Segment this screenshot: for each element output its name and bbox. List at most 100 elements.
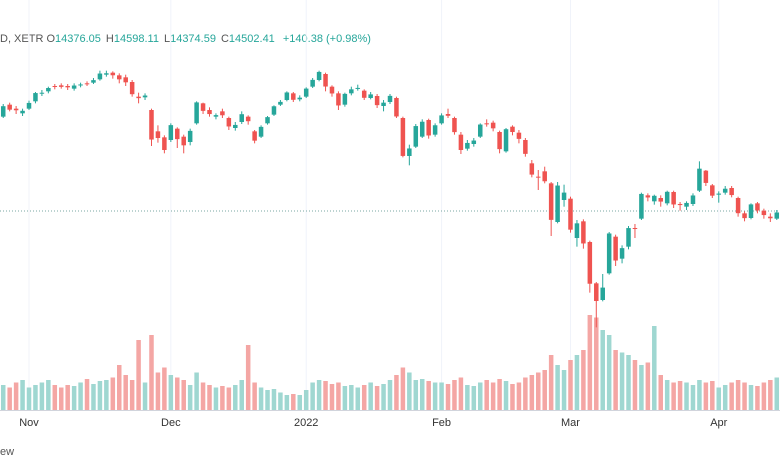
volume-bar (252, 382, 257, 410)
candle-body (46, 88, 51, 92)
candle-body (155, 131, 161, 138)
candle-body (310, 79, 315, 87)
candle-body (619, 248, 625, 259)
volume-bar (104, 380, 109, 410)
volume-bar (484, 380, 489, 410)
candle-body (91, 80, 96, 83)
volume-bar (97, 381, 103, 410)
candle-body (329, 86, 335, 94)
volume-bar (626, 355, 631, 410)
candle-body (123, 77, 128, 83)
volume-bar (374, 386, 380, 410)
candle-body (722, 188, 728, 193)
candle-body (233, 124, 238, 128)
volume-bar (142, 382, 148, 410)
footer: ew (0, 446, 15, 458)
candle-body (394, 98, 399, 117)
candle-body (761, 210, 767, 216)
volume-bar (471, 386, 477, 410)
volume-bar (413, 380, 419, 410)
candle-body (742, 213, 747, 219)
volume-bar (516, 382, 522, 410)
volume-bar (39, 382, 45, 410)
volume-bar (13, 382, 19, 410)
volume-bar (20, 380, 25, 410)
volume-bar (291, 394, 296, 410)
volume-bar (716, 387, 722, 410)
candle-body (349, 89, 354, 94)
candle-body (484, 123, 489, 125)
volume-bar (136, 340, 141, 410)
candle-body (13, 108, 19, 111)
candle-body (774, 212, 780, 219)
volume-bar (684, 382, 689, 410)
candle-body (252, 131, 257, 141)
candle-body (207, 110, 212, 115)
candle-body (97, 73, 103, 80)
volume-bar (0, 385, 6, 410)
ohlc-fields: O14376.05 H14598.11 L14374.59 C14502.41 (46, 33, 279, 45)
volume-bar (368, 382, 373, 410)
candle-body (452, 118, 457, 133)
candle-body (117, 75, 122, 80)
change: +140.38 (+0.98%) (282, 33, 371, 45)
candle-body (342, 93, 348, 105)
volume-bar (735, 380, 741, 410)
field-label: H (105, 33, 114, 45)
volume-bar (722, 385, 728, 410)
volume-bar (710, 381, 715, 410)
candle-body (194, 102, 199, 124)
candle-body (632, 228, 638, 229)
volume-bar (600, 330, 605, 410)
volume-bar (419, 379, 425, 410)
candle-body (645, 195, 651, 198)
volume-bar (523, 377, 528, 410)
volume-bar (207, 385, 212, 410)
volume-bar (58, 387, 64, 410)
volume-bar (265, 390, 270, 410)
candle-body (20, 110, 25, 114)
volume-bar (342, 386, 348, 410)
volume-bar (129, 380, 135, 410)
volume-bar (426, 381, 431, 410)
volume-bar (226, 387, 232, 410)
candle-body (600, 287, 605, 300)
candle-body (729, 188, 734, 196)
volume-bar (639, 365, 644, 410)
volume-bar (568, 360, 573, 410)
candle-body (52, 86, 58, 87)
candle-body (439, 115, 444, 124)
volume-bar (316, 380, 322, 410)
candle-body (136, 96, 141, 99)
candle-body (748, 204, 754, 218)
candle-body (0, 106, 6, 117)
candle-body (716, 193, 722, 195)
x-tick-label: Nov (19, 417, 39, 429)
candle-body (226, 118, 232, 127)
volume-bar (336, 382, 341, 410)
volume-bar (278, 392, 283, 410)
candle-body (523, 140, 528, 154)
volume-bar (233, 385, 238, 410)
volume-bar (52, 385, 58, 410)
candle-body (104, 73, 109, 75)
volume-bar (671, 382, 676, 410)
candle-body (291, 93, 296, 100)
candle-body (162, 137, 167, 150)
volume-bar (465, 385, 470, 410)
volume-bar (46, 380, 51, 410)
volume-bar (400, 367, 406, 410)
candle-body (381, 102, 386, 106)
volume-bar (394, 375, 399, 410)
volume-bar (271, 389, 277, 410)
candle-body (432, 125, 438, 135)
volume-bar (606, 335, 612, 410)
volume-bar (729, 382, 734, 410)
candle-body (258, 126, 264, 137)
volume-bar (748, 385, 754, 410)
candle-body (336, 93, 341, 106)
volume-bar (168, 375, 174, 410)
candle-body (387, 95, 393, 102)
volume-bar (510, 384, 515, 410)
volume-bar (239, 380, 244, 410)
